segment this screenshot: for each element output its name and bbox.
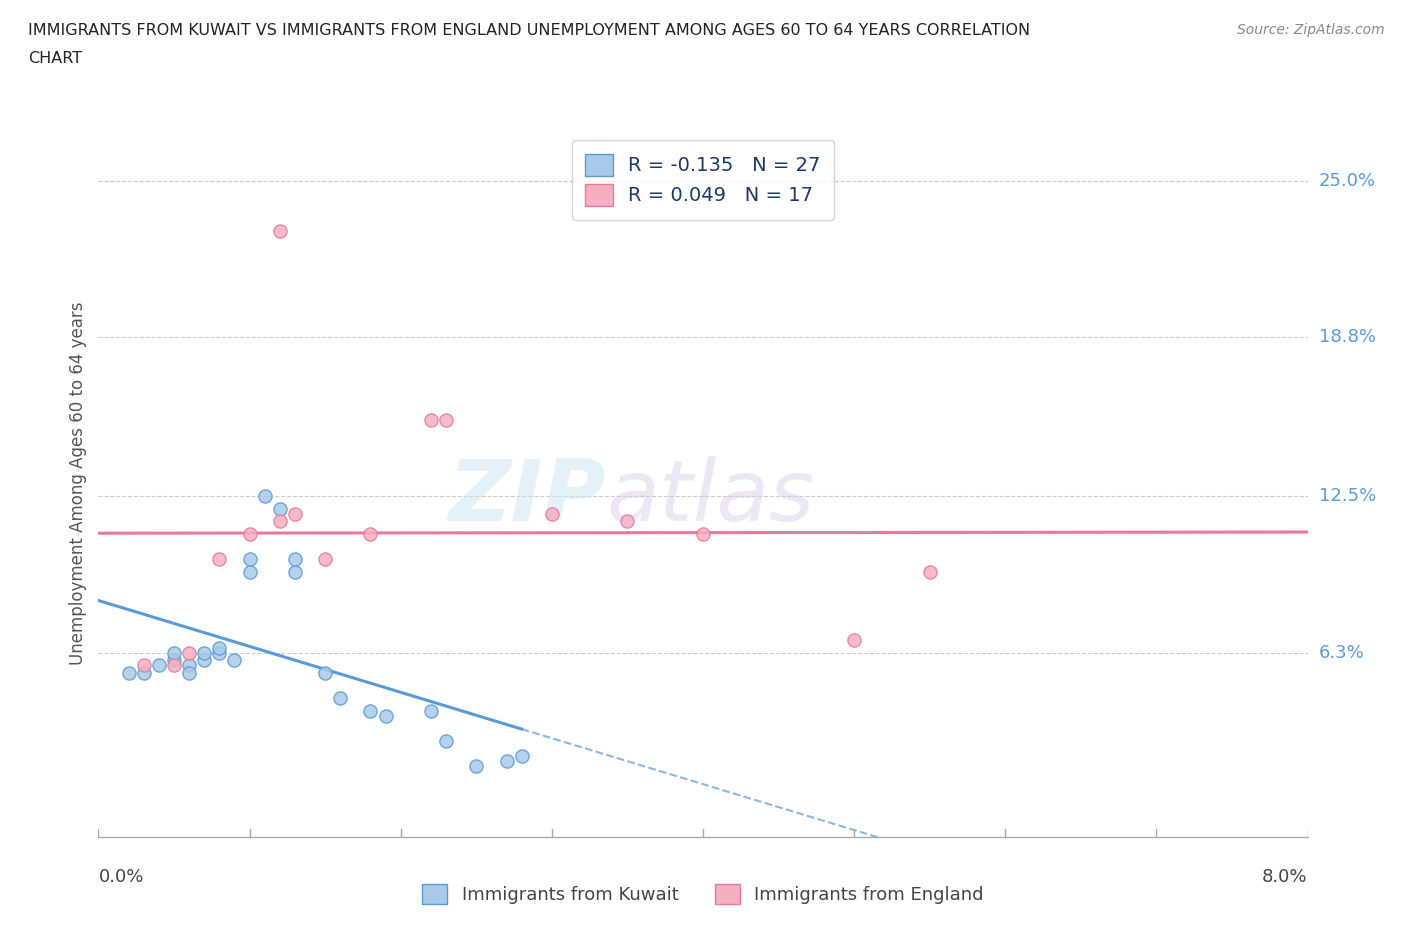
- Point: [359, 526, 381, 541]
- Text: 0.0%: 0.0%: [98, 868, 143, 885]
- Point: [269, 501, 291, 516]
- Point: [163, 645, 186, 660]
- Point: [253, 489, 276, 504]
- Point: [269, 514, 291, 529]
- Point: [118, 666, 141, 681]
- Point: [132, 666, 155, 681]
- Point: [239, 565, 262, 579]
- Point: [419, 413, 441, 428]
- Text: 6.3%: 6.3%: [1319, 644, 1364, 662]
- Point: [208, 640, 231, 655]
- Point: [465, 759, 488, 774]
- Point: [510, 749, 533, 764]
- Text: ZIP: ZIP: [449, 457, 606, 539]
- Point: [374, 709, 396, 724]
- Point: [314, 551, 336, 566]
- Point: [495, 754, 517, 769]
- Point: [239, 551, 262, 566]
- Point: [132, 658, 155, 672]
- Point: [918, 565, 941, 579]
- Point: [224, 653, 246, 668]
- Point: [419, 703, 441, 718]
- Point: [284, 507, 307, 522]
- Point: [179, 645, 201, 660]
- Point: [434, 734, 457, 749]
- Point: [193, 653, 215, 668]
- Point: [193, 645, 215, 660]
- Point: [163, 653, 186, 668]
- Text: 25.0%: 25.0%: [1319, 172, 1376, 190]
- Point: [314, 666, 336, 681]
- Point: [163, 658, 186, 672]
- Point: [179, 666, 201, 681]
- Point: [540, 507, 562, 522]
- Point: [208, 645, 231, 660]
- Text: 12.5%: 12.5%: [1319, 487, 1376, 505]
- Point: [208, 551, 231, 566]
- Legend: R = -0.135   N = 27, R = 0.049   N = 17: R = -0.135 N = 27, R = 0.049 N = 17: [572, 140, 834, 219]
- Legend: Immigrants from Kuwait, Immigrants from England: Immigrants from Kuwait, Immigrants from …: [415, 876, 991, 911]
- Point: [844, 632, 866, 647]
- Point: [616, 514, 638, 529]
- Y-axis label: Unemployment Among Ages 60 to 64 years: Unemployment Among Ages 60 to 64 years: [69, 302, 87, 665]
- Text: 8.0%: 8.0%: [1263, 868, 1308, 885]
- Text: 18.8%: 18.8%: [1319, 328, 1375, 346]
- Point: [269, 224, 291, 239]
- Point: [692, 526, 714, 541]
- Point: [434, 413, 457, 428]
- Point: [284, 551, 307, 566]
- Text: atlas: atlas: [606, 457, 814, 539]
- Point: [284, 565, 307, 579]
- Point: [179, 658, 201, 672]
- Point: [239, 526, 262, 541]
- Point: [359, 703, 381, 718]
- Text: Source: ZipAtlas.com: Source: ZipAtlas.com: [1237, 23, 1385, 37]
- Text: CHART: CHART: [28, 51, 82, 66]
- Point: [148, 658, 170, 672]
- Text: IMMIGRANTS FROM KUWAIT VS IMMIGRANTS FROM ENGLAND UNEMPLOYMENT AMONG AGES 60 TO : IMMIGRANTS FROM KUWAIT VS IMMIGRANTS FRO…: [28, 23, 1031, 38]
- Point: [329, 691, 352, 706]
